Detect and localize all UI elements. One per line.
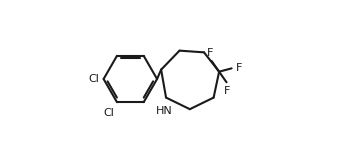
Text: Cl: Cl	[88, 74, 99, 84]
Text: F: F	[235, 63, 242, 73]
Text: HN: HN	[156, 106, 173, 116]
Text: F: F	[224, 86, 231, 96]
Text: Cl: Cl	[103, 108, 114, 118]
Text: F: F	[207, 48, 213, 58]
